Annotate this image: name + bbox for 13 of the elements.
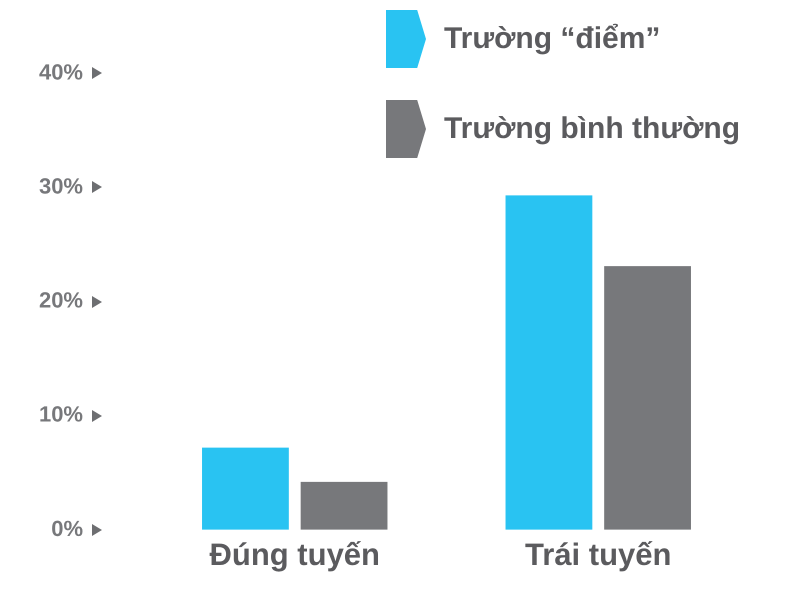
x-tick-label: Trái tuyến [525, 536, 672, 572]
y-tick-label: 20% [38, 288, 83, 313]
bar [300, 482, 388, 530]
legend-label: Trường bình thường [444, 112, 740, 146]
bar [506, 195, 592, 530]
y-tick-label: 40% [38, 59, 83, 84]
y-tick-label: 0% [51, 516, 83, 541]
y-tick-label: 30% [38, 173, 83, 198]
bar [604, 266, 691, 530]
legend-label: Trường “điểm” [444, 22, 660, 56]
x-tick-label: Đúng tuyến [210, 536, 380, 572]
y-tick-label: 10% [38, 402, 83, 427]
bar [202, 448, 289, 530]
